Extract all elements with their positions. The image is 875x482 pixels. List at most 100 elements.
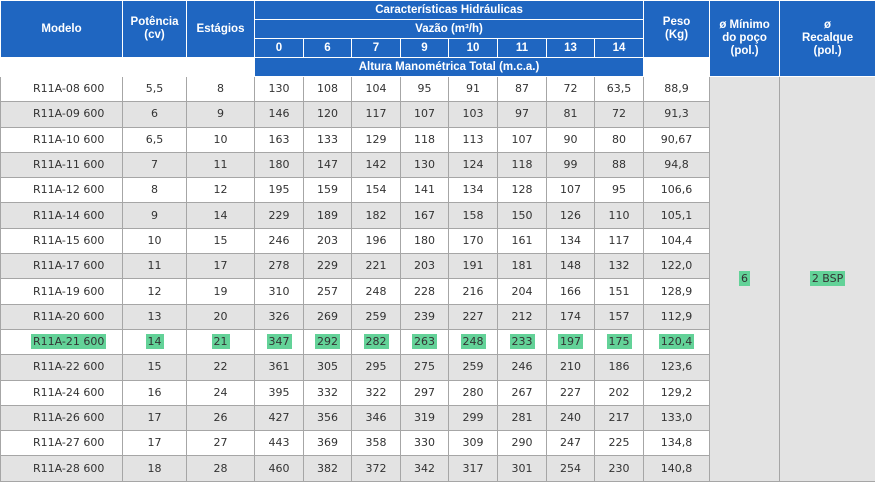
cell-altura: 132 <box>607 258 632 273</box>
cell-altura: 63,5 <box>605 81 634 96</box>
cell-altura: 159 <box>315 182 340 197</box>
cell-peso: 122,0 <box>659 258 695 273</box>
cell-altura: 195 <box>267 182 292 197</box>
header-modelo: Modelo <box>1 1 123 58</box>
cell-altura: 118 <box>412 132 437 147</box>
cell-potencia: 6 <box>149 106 160 121</box>
cell-modelo: R11A-09 600 <box>31 106 106 121</box>
cell-altura: 203 <box>315 233 340 248</box>
cell-altura: 186 <box>607 359 632 374</box>
cell-altura: 110 <box>607 208 632 223</box>
cell-altura: 427 <box>267 410 292 425</box>
cell-altura: 146 <box>267 106 292 121</box>
cell-potencia: 16 <box>146 385 164 400</box>
cell-peso: 128,9 <box>659 284 695 299</box>
cell-peso: 123,6 <box>659 359 695 374</box>
cell-altura: 310 <box>267 284 292 299</box>
cell-altura: 382 <box>315 461 340 476</box>
header-altura: Altura Manométrica Total (m.c.a.) <box>255 58 644 77</box>
cell-altura: 290 <box>510 435 535 450</box>
cell-modelo: R11A-10 600 <box>31 132 106 147</box>
cell-altura: 130 <box>412 157 437 172</box>
cell-altura: 216 <box>461 284 486 299</box>
cell-modelo: R11A-21 600 <box>31 334 106 349</box>
header-vazao-value: 6 <box>304 39 352 58</box>
cell-altura: 104 <box>364 81 389 96</box>
cell-altura: 113 <box>461 132 486 147</box>
cell-altura: 191 <box>461 258 486 273</box>
cell-altura: 460 <box>267 461 292 476</box>
cell-peso: 105,1 <box>659 208 695 223</box>
cell-modelo: R11A-28 600 <box>31 461 106 476</box>
cell-altura: 134 <box>461 182 486 197</box>
cell-altura: 342 <box>412 461 437 476</box>
cell-altura: 248 <box>364 284 389 299</box>
cell-altura: 99 <box>562 157 580 172</box>
cell-altura: 269 <box>315 309 340 324</box>
header-estagios: Estágios <box>187 1 255 58</box>
cell-altura: 107 <box>412 106 437 121</box>
cell-peso: 90,67 <box>659 132 695 147</box>
cell-altura: 278 <box>267 258 292 273</box>
cell-altura: 204 <box>510 284 535 299</box>
cell-estagios: 28 <box>212 461 230 476</box>
cell-altura: 275 <box>412 359 437 374</box>
cell-potencia: 10 <box>146 233 164 248</box>
cell-altura: 233 <box>510 334 535 349</box>
cell-altura: 95 <box>416 81 434 96</box>
cell-estagios: 14 <box>212 208 230 223</box>
header-vazao-value: 7 <box>352 39 401 58</box>
cell-estagios: 19 <box>212 284 230 299</box>
cell-altura: 163 <box>267 132 292 147</box>
cell-modelo: R11A-27 600 <box>31 435 106 450</box>
cell-altura: 259 <box>461 359 486 374</box>
cell-estagios: 20 <box>212 309 230 324</box>
cell-potencia: 17 <box>146 410 164 425</box>
cell-estagios: 8 <box>215 81 226 96</box>
cell-potencia: 7 <box>149 157 160 172</box>
cell-altura: 118 <box>510 157 535 172</box>
cell-altura: 108 <box>315 81 340 96</box>
cell-altura: 147 <box>315 157 340 172</box>
cell-altura: 170 <box>461 233 486 248</box>
cell-altura: 317 <box>461 461 486 476</box>
header-vazao-value: 9 <box>401 39 449 58</box>
cell-altura: 128 <box>510 182 535 197</box>
cell-altura: 259 <box>364 309 389 324</box>
cell-potencia: 9 <box>149 208 160 223</box>
cell-altura: 120 <box>315 106 340 121</box>
cell-altura: 180 <box>412 233 437 248</box>
cell-altura: 254 <box>558 461 583 476</box>
cell-altura: 166 <box>558 284 583 299</box>
cell-altura: 181 <box>510 258 535 273</box>
cell-altura: 263 <box>412 334 437 349</box>
cell-altura: 90 <box>562 132 580 147</box>
cell-altura: 124 <box>461 157 486 172</box>
cell-altura: 229 <box>267 208 292 223</box>
cell-modelo: R11A-12 600 <box>31 182 106 197</box>
cell-altura: 142 <box>364 157 389 172</box>
cell-altura: 221 <box>364 258 389 273</box>
cell-altura: 257 <box>315 284 340 299</box>
cell-altura: 141 <box>412 182 437 197</box>
cell-altura: 247 <box>558 435 583 450</box>
cell-modelo: R11A-17 600 <box>31 258 106 273</box>
cell-altura: 180 <box>267 157 292 172</box>
cell-altura: 174 <box>558 309 583 324</box>
cell-potencia: 11 <box>146 258 164 273</box>
cell-altura: 150 <box>510 208 535 223</box>
cell-altura: 95 <box>610 182 628 197</box>
cell-altura: 319 <box>412 410 437 425</box>
cell-potencia: 18 <box>146 461 164 476</box>
cell-potencia: 5,5 <box>144 81 166 96</box>
cell-altura: 203 <box>412 258 437 273</box>
header-vazao-value: 10 <box>449 39 498 58</box>
cell-altura: 196 <box>364 233 389 248</box>
table-header: Modelo Potência(cv) Estágios Característ… <box>1 1 875 77</box>
cell-altura: 225 <box>607 435 632 450</box>
cell-peso: 112,9 <box>659 309 695 324</box>
cell-estagios: 24 <box>212 385 230 400</box>
